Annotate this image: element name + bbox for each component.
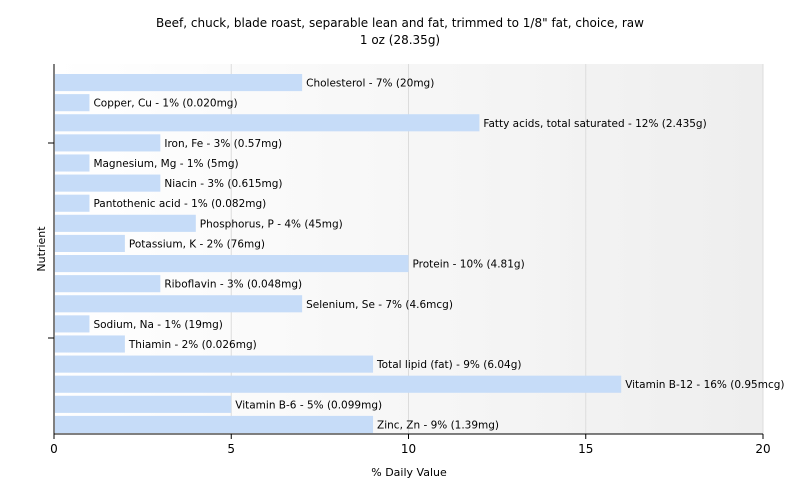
bar-label-17: Zinc, Zn - 9% (1.39mg)	[377, 419, 499, 431]
bars-group: Cholesterol - 7% (20mg) Copper, Cu - 1% (…	[55, 74, 784, 433]
chart-subtitle: 1 oz (28.35g)	[360, 33, 440, 47]
x-tick-label-0: 0	[50, 442, 58, 456]
x-tick-label-20: 20	[755, 442, 770, 456]
bar-label-7: Phosphorus, P - 4% (45mg)	[200, 218, 343, 230]
bar-label-4: Magnesium, Mg - 1% (5mg)	[93, 158, 238, 170]
x-tick-label-15: 15	[578, 442, 593, 456]
bar-label-1: Copper, Cu - 1% (0.020mg)	[93, 98, 237, 110]
axes-group: 0 5 10 15 20	[48, 64, 771, 456]
bar-14	[55, 355, 374, 373]
bar-13	[55, 335, 125, 353]
bar-label-12: Sodium, Na - 1% (19mg)	[93, 319, 222, 331]
bar-9	[55, 255, 409, 273]
x-tick-label-5: 5	[227, 442, 235, 456]
bar-label-11: Selenium, Se - 7% (4.6mcg)	[306, 299, 453, 311]
bar-label-5: Niacin - 3% (0.615mg)	[164, 178, 282, 190]
bar-17	[55, 415, 374, 433]
bar-2	[55, 114, 480, 132]
bar-label-9: Protein - 10% (4.81g)	[413, 259, 525, 271]
bar-label-0: Cholesterol - 7% (20mg)	[306, 78, 434, 90]
bar-label-8: Potassium, K - 2% (76mg)	[129, 238, 265, 250]
bar-label-15: Vitamin B-12 - 16% (0.95mcg)	[625, 379, 784, 391]
bar-15	[55, 375, 622, 393]
chart-title: Beef, chuck, blade roast, separable lean…	[156, 16, 644, 30]
y-axis-label: Nutrient	[35, 226, 48, 272]
bar-label-14: Total lipid (fat) - 9% (6.04g)	[376, 359, 521, 371]
bar-label-13: Thiamin - 2% (0.026mg)	[128, 339, 257, 351]
bar-label-3: Iron, Fe - 3% (0.57mg)	[164, 138, 282, 150]
bar-label-2: Fatty acids, total saturated - 12% (2.43…	[483, 118, 706, 130]
bar-8	[55, 234, 125, 252]
bar-12	[55, 315, 90, 333]
x-tick-label-10: 10	[401, 442, 416, 456]
bar-7	[55, 214, 196, 232]
bar-10	[55, 275, 161, 293]
bar-4	[55, 154, 90, 172]
bar-label-6: Pantothenic acid - 1% (0.082mg)	[93, 198, 266, 210]
bar-label-10: Riboflavin - 3% (0.048mg)	[164, 279, 302, 291]
bar-5	[55, 174, 161, 192]
bar-label-16: Vitamin B-6 - 5% (0.099mg)	[235, 399, 382, 411]
bar-1	[55, 94, 90, 112]
bar-6	[55, 194, 90, 212]
bar-11	[55, 295, 303, 313]
x-axis-label: % Daily Value	[371, 466, 447, 479]
bar-0	[55, 74, 303, 92]
bar-3	[55, 134, 161, 152]
bar-16	[55, 395, 232, 413]
